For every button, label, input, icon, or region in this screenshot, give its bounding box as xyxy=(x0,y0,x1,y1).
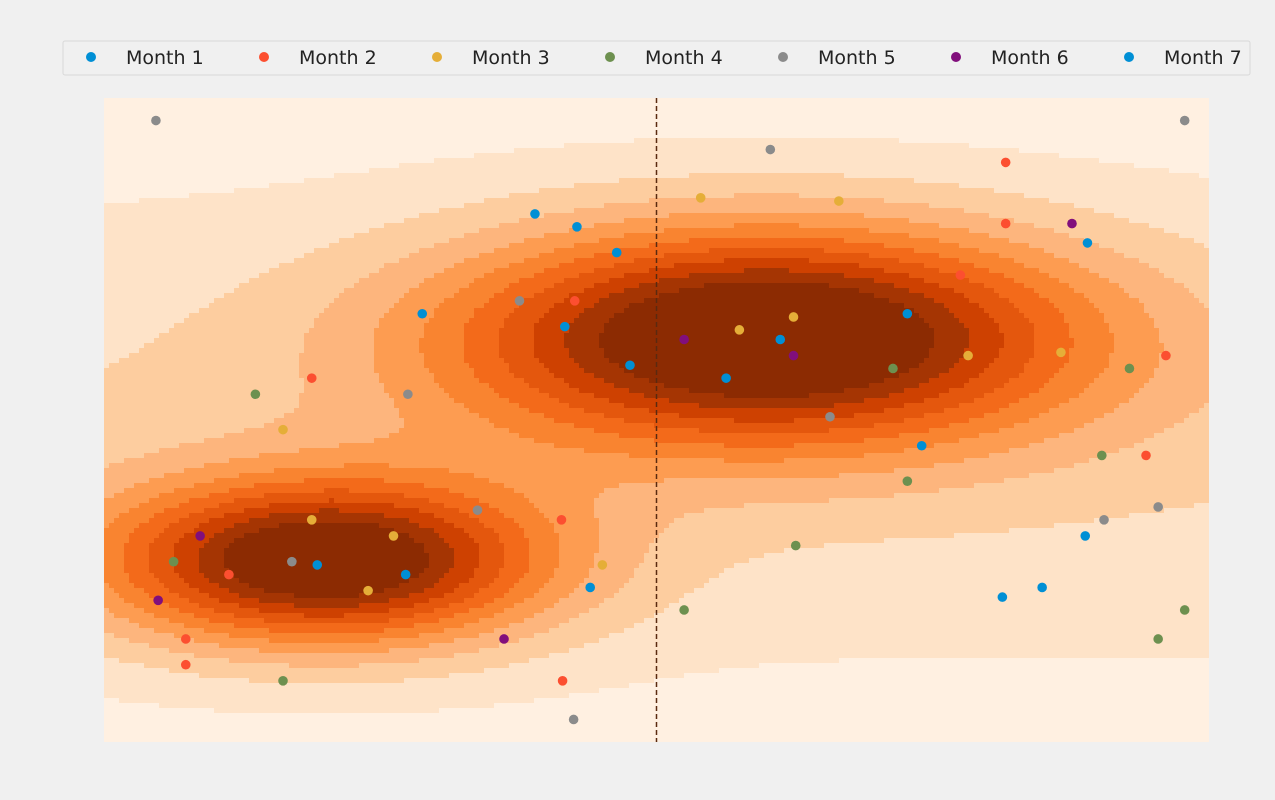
point-month-1-1 xyxy=(530,209,540,219)
point-month-6-5 xyxy=(153,596,163,606)
legend-label-month-5: Month 5 xyxy=(818,47,896,69)
point-month-5-8 xyxy=(569,715,579,725)
point-month-1-11 xyxy=(312,560,322,570)
point-month-4-3 xyxy=(903,476,913,486)
point-month-3-6 xyxy=(278,425,288,435)
point-month-6-2 xyxy=(789,351,799,361)
legend-label-month-2: Month 2 xyxy=(299,47,377,69)
point-month-2-6 xyxy=(557,515,567,525)
point-month-1-2 xyxy=(572,222,582,232)
point-month-2-3 xyxy=(956,270,966,280)
point-month-3-4 xyxy=(789,312,799,322)
point-month-2-12 xyxy=(1141,451,1151,461)
legend-marker-month-7 xyxy=(1124,52,1134,62)
point-month-4-9 xyxy=(278,676,288,686)
point-month-1-10 xyxy=(917,441,927,451)
point-month-4-7 xyxy=(169,557,179,567)
point-month-3-3 xyxy=(735,325,745,335)
point-month-2-11 xyxy=(1161,351,1171,361)
point-month-1-8 xyxy=(775,335,785,345)
point-month-4-4 xyxy=(1125,364,1135,374)
point-month-1-3 xyxy=(612,248,622,258)
point-month-5-9 xyxy=(1180,116,1190,126)
legend-label-month-1: Month 1 xyxy=(126,47,204,69)
legend-marker-month-3 xyxy=(432,52,442,62)
point-month-3-1 xyxy=(696,193,706,203)
point-month-6-3 xyxy=(1067,219,1077,229)
point-month-6-4 xyxy=(195,531,205,541)
point-month-3-9 xyxy=(363,586,373,596)
point-month-5-2 xyxy=(766,145,776,155)
point-month-3-7 xyxy=(307,515,317,525)
point-month-3-8 xyxy=(389,531,399,541)
legend-marker-month-5 xyxy=(778,52,788,62)
point-month-4-1 xyxy=(251,389,261,399)
point-month-1-14 xyxy=(1083,238,1093,248)
legend-marker-month-2 xyxy=(259,52,269,62)
point-month-5-6 xyxy=(473,505,483,515)
point-month-4-5 xyxy=(1097,451,1107,461)
point-month-1-9 xyxy=(903,309,913,319)
legend-marker-month-1 xyxy=(86,52,96,62)
point-month-3-2 xyxy=(834,196,844,206)
point-month-4-10 xyxy=(1153,634,1163,644)
point-month-2-5 xyxy=(307,373,317,383)
point-month-3-5 xyxy=(963,351,973,361)
point-month-2-8 xyxy=(181,634,191,644)
legend-label-month-3: Month 3 xyxy=(472,47,550,69)
point-month-1-17 xyxy=(998,592,1008,602)
point-month-2-1 xyxy=(1001,158,1011,168)
point-month-6-1 xyxy=(679,335,689,345)
legend-marker-month-6 xyxy=(951,52,961,62)
point-month-3-10 xyxy=(598,560,608,570)
point-month-3-11 xyxy=(1056,348,1066,358)
point-month-1-5 xyxy=(560,322,570,332)
legend-label-month-6: Month 6 xyxy=(991,47,1069,69)
point-month-4-8 xyxy=(679,605,689,615)
point-month-2-9 xyxy=(181,660,191,670)
point-month-5-3 xyxy=(515,296,525,306)
point-month-1-15 xyxy=(1080,531,1090,541)
point-month-4-11 xyxy=(1180,605,1190,615)
point-month-2-10 xyxy=(558,676,568,686)
point-month-1-4 xyxy=(417,309,427,319)
legend-marker-month-4 xyxy=(605,52,615,62)
point-month-6-6 xyxy=(499,634,509,644)
point-month-5-1 xyxy=(151,116,161,126)
point-month-5-11 xyxy=(1099,515,1109,525)
point-month-1-6 xyxy=(625,360,635,370)
point-month-2-7 xyxy=(224,570,234,580)
point-month-4-2 xyxy=(888,364,898,374)
legend-label-month-4: Month 4 xyxy=(645,47,723,69)
legend: Month 1 Month 2 Month 3 Month 4 Month 5 Month… xyxy=(63,41,1250,75)
legend-label-month-7: Month 7 xyxy=(1164,47,1242,69)
point-month-1-12 xyxy=(401,570,411,580)
point-month-4-6 xyxy=(791,541,801,551)
point-month-5-7 xyxy=(287,557,297,567)
point-month-2-2 xyxy=(1001,219,1011,229)
point-month-5-5 xyxy=(825,412,835,422)
point-month-1-13 xyxy=(585,583,595,593)
point-month-5-10 xyxy=(1153,502,1163,512)
point-month-1-7 xyxy=(721,373,731,383)
point-month-1-16 xyxy=(1037,583,1047,593)
point-month-2-4 xyxy=(570,296,580,306)
point-month-5-4 xyxy=(403,389,413,399)
